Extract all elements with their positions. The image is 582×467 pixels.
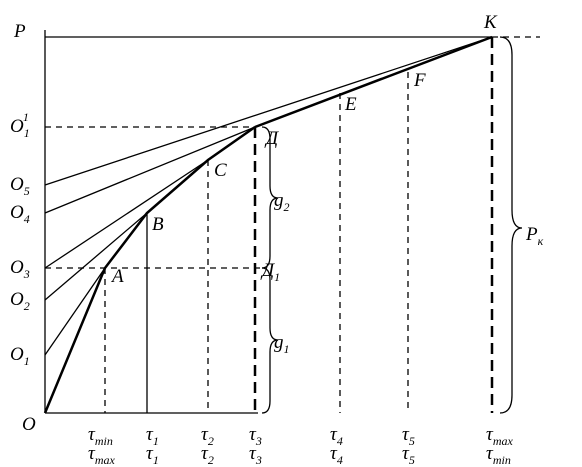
point-label: E [344, 94, 357, 115]
ray [44, 159, 209, 269]
tau-label: τ1 [146, 424, 159, 448]
brace-g1 [261, 267, 279, 414]
tau-label: τ3 [249, 443, 262, 467]
tangent [254, 35, 493, 129]
tau-label: τ2 [201, 443, 214, 467]
braces [261, 36, 523, 414]
tau-label: τ4 [330, 443, 343, 467]
point-label: K [483, 12, 498, 33]
left-label: O4 [10, 202, 30, 226]
tau-label: τmax [486, 424, 513, 448]
d1-label: Д1 [260, 260, 280, 284]
g1-label: g1 [274, 332, 290, 356]
ray [44, 267, 106, 356]
left-label: O5 [10, 174, 30, 198]
point-label: A [110, 266, 124, 287]
brace-g2 [261, 126, 279, 269]
ray [44, 212, 148, 301]
ray [44, 126, 256, 214]
tau-label: τ3 [249, 424, 262, 448]
left-label: O11 [10, 110, 29, 140]
point-label: B [152, 214, 164, 235]
p-label: P [13, 21, 26, 42]
tau-label: τ5 [402, 443, 415, 467]
pk-label: Pк [525, 224, 544, 248]
tau-label: τ4 [330, 424, 343, 448]
tau-label: τmin [486, 443, 511, 467]
axes [44, 30, 540, 414]
point-label: F [413, 70, 426, 91]
tau-label: τmin [88, 424, 113, 448]
tau-label: τ1 [146, 443, 159, 467]
point-label: Д [264, 128, 279, 149]
ray [44, 36, 493, 186]
verticals [104, 37, 494, 413]
left-label: O1 [10, 344, 30, 368]
brace-pk [499, 36, 523, 414]
left-label: O3 [10, 257, 30, 281]
tau-label: τ5 [402, 424, 415, 448]
g2-label: g2 [274, 190, 290, 214]
tau-label: τ2 [201, 424, 214, 448]
origin-label: O [22, 414, 36, 435]
tau-label: τmax [88, 443, 115, 467]
labels: P O O1 O2 O3 O4 O5 O11 A B C Д E F K Д1 … [10, 12, 544, 435]
left-label: O2 [10, 289, 30, 313]
rays [43, 35, 493, 414]
point-label: C [214, 160, 227, 181]
